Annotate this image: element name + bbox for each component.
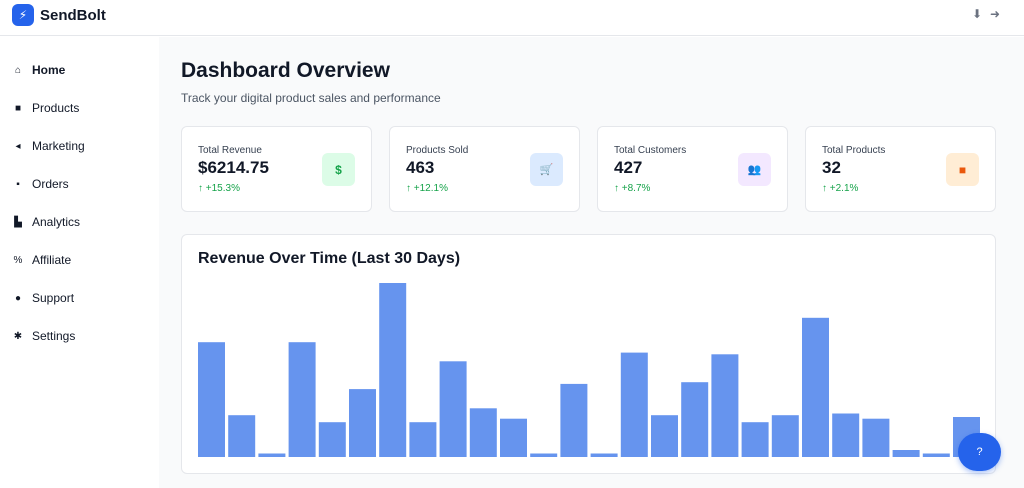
card-change: ↑ +2.1% xyxy=(822,183,858,194)
sidebar-item-label: Home xyxy=(32,63,66,77)
box-icon: ■ xyxy=(946,153,979,186)
sidebar-item-label: Orders xyxy=(32,177,69,191)
sidebar: ⌂ Home ■ Products ◂ Marketing ▪ Orders ▙… xyxy=(0,37,159,488)
chart-bar-19[interactable] xyxy=(741,422,769,457)
card-change: ↑ +15.3% xyxy=(198,183,240,194)
chart-bar-14[interactable] xyxy=(590,453,618,458)
card-label: Total Revenue xyxy=(198,145,262,156)
brand-name[interactable]: SendBolt xyxy=(40,7,106,24)
chart-bar-25[interactable] xyxy=(922,453,950,458)
sidebar-item-label: Analytics xyxy=(32,215,81,229)
chat-icon: ● xyxy=(14,292,22,304)
top-bar: ⚡ SendBolt ⬇ ➜ xyxy=(0,0,1024,36)
chart-bar-21[interactable] xyxy=(802,317,829,457)
sidebar-item-label: Support xyxy=(32,291,75,305)
bolt-icon[interactable]: ⚡ xyxy=(12,4,34,26)
bag-icon: ▪ xyxy=(16,178,20,190)
chart-bar-1[interactable] xyxy=(198,342,225,457)
chart-icon: ▙ xyxy=(14,216,22,228)
main-content: Dashboard Overview Track your digital pr… xyxy=(159,37,1024,488)
chart-bar-4[interactable] xyxy=(288,342,316,457)
chart-title: Revenue Over Time (Last 30 Days) xyxy=(198,250,461,267)
page-subtitle: Track your digital product sales and per… xyxy=(181,91,441,105)
megaphone-icon: ◂ xyxy=(15,140,21,152)
stat-card-products-sold: Products Sold 463 ↑ +12.1% 🛒 xyxy=(389,126,580,212)
chart-bar-12[interactable] xyxy=(530,453,558,458)
sidebar-item-home[interactable]: ⌂ Home xyxy=(0,55,159,85)
help-icon: ? xyxy=(976,446,983,458)
home-icon: ⌂ xyxy=(14,64,22,76)
arrow-up-icon: ↑ xyxy=(614,183,622,194)
chart-bar-15[interactable] xyxy=(620,352,648,457)
change-text: +15.3% xyxy=(205,183,240,194)
sidebar-item-support[interactable]: ● Support xyxy=(0,283,159,313)
revenue-chart-card: Revenue Over Time (Last 30 Days) xyxy=(181,234,996,474)
change-text: +12.1% xyxy=(413,183,448,194)
revenue-bar-chart xyxy=(198,283,980,458)
download-icon[interactable]: ⬇ xyxy=(972,7,983,21)
chart-bar-24[interactable] xyxy=(892,450,920,457)
chart-bar-2[interactable] xyxy=(228,415,256,457)
chart-bar-11[interactable] xyxy=(500,418,527,457)
chart-bar-6[interactable] xyxy=(349,389,376,457)
stat-card-customers: Total Customers 427 ↑ +8.7% 👥 xyxy=(597,126,788,212)
users-icon: 👥 xyxy=(738,153,771,186)
chart-bar-3[interactable] xyxy=(258,453,286,458)
chart-bar-9[interactable] xyxy=(439,361,467,457)
chart-bar-20[interactable] xyxy=(771,415,799,457)
chart-bar-23[interactable] xyxy=(862,418,890,457)
sidebar-item-label: Affiliate xyxy=(32,253,72,267)
chart-bar-5[interactable] xyxy=(318,422,346,457)
sidebar-item-marketing[interactable]: ◂ Marketing xyxy=(0,131,159,161)
chart-bar-18[interactable] xyxy=(711,354,739,457)
card-value: $6214.75 xyxy=(198,158,269,177)
card-label: Total Products xyxy=(822,145,886,156)
help-button[interactable]: ? xyxy=(958,433,1001,471)
chart-bar-17[interactable] xyxy=(681,382,709,457)
sidebar-item-label: Settings xyxy=(32,329,76,343)
stat-card-products: Total Products 32 ↑ +2.1% ■ xyxy=(805,126,996,212)
card-label: Total Customers xyxy=(614,145,687,156)
chart-bar-7[interactable] xyxy=(379,283,407,457)
dollar-icon: $ xyxy=(322,153,355,186)
change-text: +2.1% xyxy=(829,183,859,194)
card-value: 463 xyxy=(406,158,435,177)
card-change: ↑ +8.7% xyxy=(614,183,650,194)
sidebar-item-affiliate[interactable]: % Affiliate xyxy=(0,245,159,275)
sidebar-item-products[interactable]: ■ Products xyxy=(0,93,159,123)
card-value: 427 xyxy=(614,158,643,177)
arrow-up-icon: ↑ xyxy=(198,183,206,194)
sidebar-item-orders[interactable]: ▪ Orders xyxy=(0,169,159,199)
gear-icon: ✱ xyxy=(13,330,23,342)
sidebar-item-label: Marketing xyxy=(32,139,85,153)
sidebar-item-settings[interactable]: ✱ Settings xyxy=(0,321,159,351)
page-title: Dashboard Overview xyxy=(181,59,390,82)
chart-bar-22[interactable] xyxy=(832,413,860,458)
stat-card-revenue: Total Revenue $6214.75 ↑ +15.3% $ xyxy=(181,126,372,212)
arrow-up-icon: ↑ xyxy=(406,183,414,194)
chart-bar-16[interactable] xyxy=(651,415,678,457)
chart-bar-10[interactable] xyxy=(469,408,497,457)
card-value: 32 xyxy=(822,158,841,177)
percent-icon: % xyxy=(13,254,23,266)
change-text: +8.7% xyxy=(621,183,651,194)
logout-icon[interactable]: ➜ xyxy=(990,7,1001,21)
chart-bar-8[interactable] xyxy=(409,422,437,457)
card-change: ↑ +12.1% xyxy=(406,183,448,194)
arrow-up-icon: ↑ xyxy=(822,183,830,194)
cart-icon: 🛒 xyxy=(530,153,563,186)
sidebar-item-analytics[interactable]: ▙ Analytics xyxy=(0,207,159,237)
card-label: Products Sold xyxy=(406,145,469,156)
box-icon: ■ xyxy=(14,102,22,114)
chart-bar-13[interactable] xyxy=(560,383,588,457)
sidebar-item-label: Products xyxy=(32,101,80,115)
